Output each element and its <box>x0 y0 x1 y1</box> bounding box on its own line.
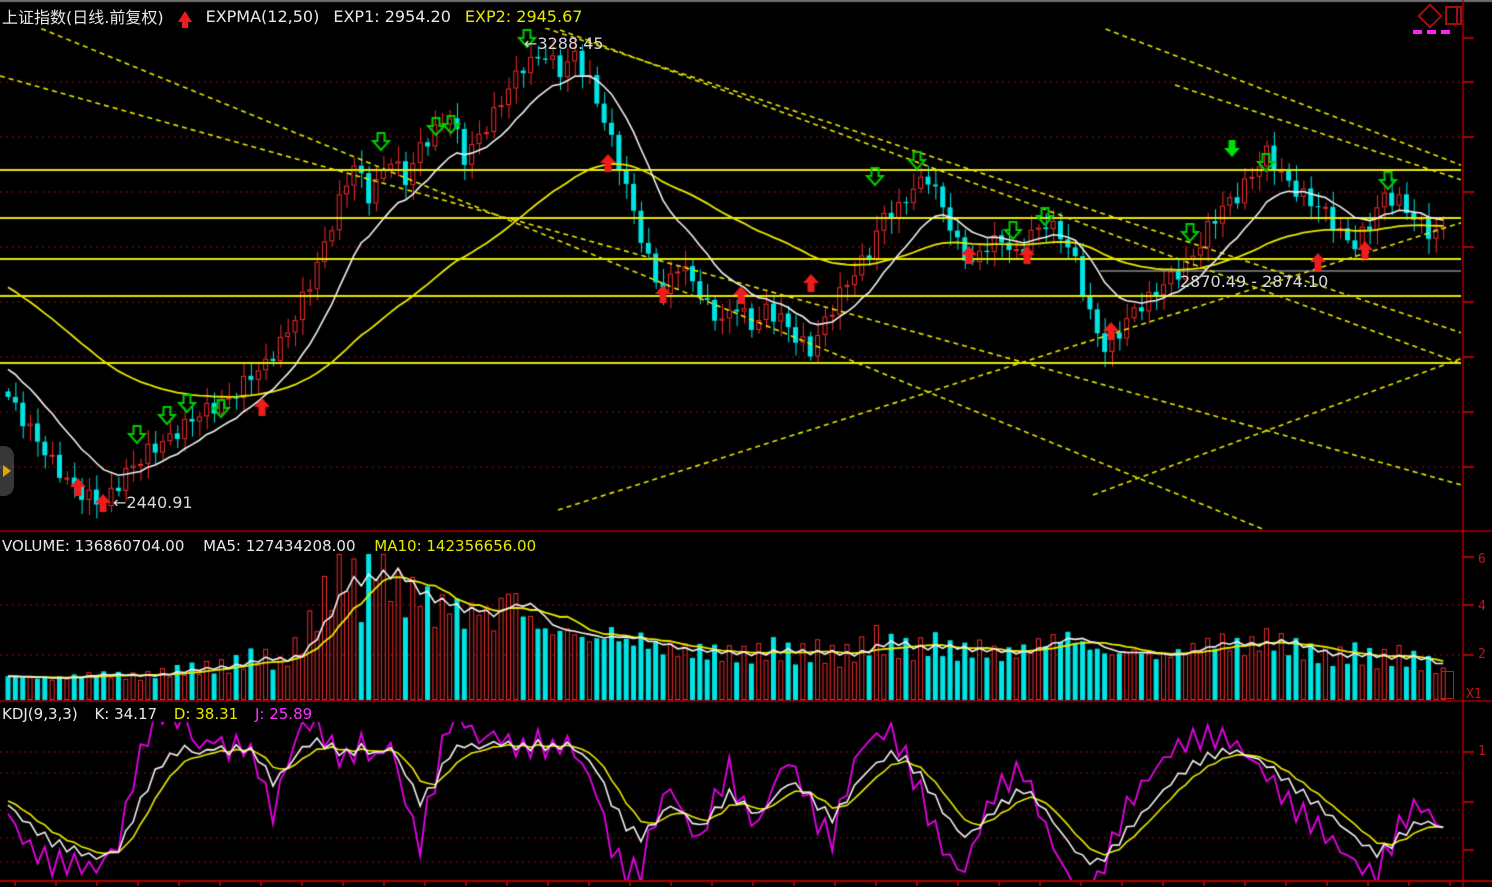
volume-ma5-value: MA5: 127434208.00 <box>203 537 356 555</box>
expand-left-tab[interactable] <box>0 446 14 496</box>
volume-axis-tick-2: 2 <box>1478 647 1486 662</box>
kdj-j-value: J: 25.89 <box>254 705 313 723</box>
volume-value: VOLUME: 136860704.00 <box>2 537 185 555</box>
kdj-axis-tick: 1 <box>1478 744 1486 759</box>
expand-left-arrow-icon <box>3 465 11 477</box>
diamond-icon[interactable] <box>1417 2 1443 29</box>
low-price-label: ←2440.91 <box>113 493 193 512</box>
up-arrow-icon <box>177 10 192 28</box>
volume-axis-tick-6: 6 <box>1478 552 1486 567</box>
volume-axis-multiplier: X1 <box>1466 687 1482 702</box>
kdj-k-value: K: 34.17 <box>94 705 158 723</box>
kdj-pane-header: KDJ(9,3,3) K: 34.17 D: 38.31 J: 25.89 <box>2 705 312 723</box>
peak-price-label: ←3288.45 <box>524 34 604 53</box>
gap-range-label: 2870.49 - 2874.10 <box>1180 272 1329 291</box>
volume-ma10-value: MA10: 142356656.00 <box>374 537 537 555</box>
axis-marker-box-icon <box>1441 671 1454 699</box>
magenta-dashes-icon <box>1413 30 1450 34</box>
restore-window-icon[interactable] <box>1445 6 1462 25</box>
volume-pane-header: VOLUME: 136860704.00 MA5: 127434208.00 M… <box>2 537 536 555</box>
main-chart-header: 上证指数(日线.前复权) EXPMA(12,50) EXP1: 2954.20 … <box>2 4 582 28</box>
window-controls <box>1417 2 1462 29</box>
indicator-name: EXPMA(12,50) <box>205 6 320 26</box>
volume-axis-tick-4: 4 <box>1478 599 1486 614</box>
exp2-value: EXP2: 2945.67 <box>464 6 583 26</box>
symbol-title: 上证指数(日线.前复权) <box>2 8 164 27</box>
kdj-d-value: D: 38.31 <box>173 705 239 723</box>
kdj-name: KDJ(9,3,3) <box>2 705 78 723</box>
exp1-value: EXP1: 2954.20 <box>333 6 451 26</box>
